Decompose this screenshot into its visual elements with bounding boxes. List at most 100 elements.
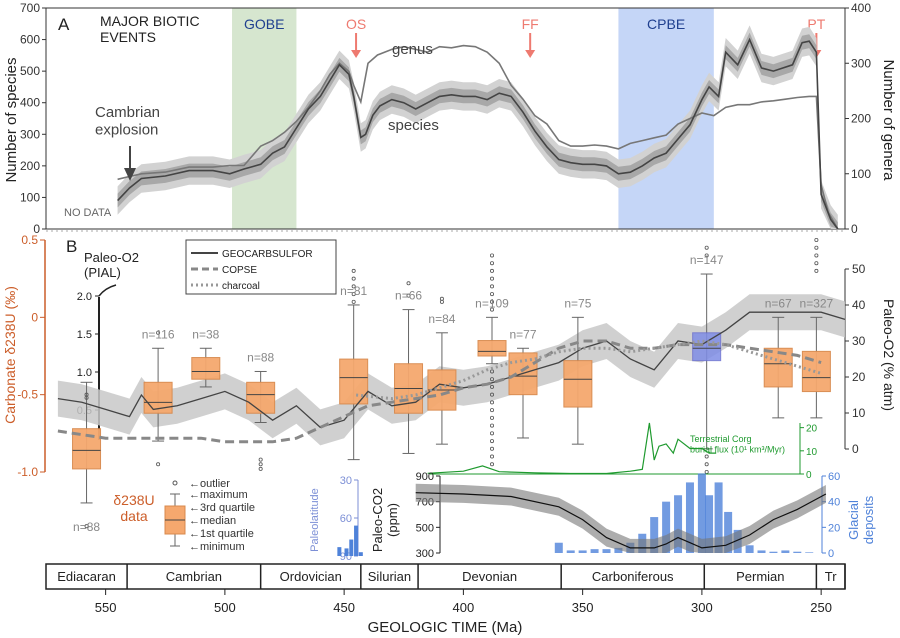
box-outlier bbox=[156, 330, 161, 335]
left-tick-label: 400 bbox=[20, 96, 40, 110]
box-n-label: n=88 bbox=[247, 350, 274, 364]
glacial-tick-label: 0 bbox=[828, 548, 834, 560]
right-axis-label: Number of genera bbox=[880, 60, 897, 182]
box-outlier bbox=[814, 261, 819, 266]
box-iqr bbox=[191, 357, 221, 380]
o2-tick-label: 50 bbox=[852, 262, 866, 276]
box-n-label: n=81 bbox=[340, 284, 367, 298]
panel-letter: A bbox=[58, 15, 70, 34]
box-outlier bbox=[156, 462, 161, 467]
paleolat-tick-label: 90 bbox=[340, 551, 352, 563]
box-outlier bbox=[814, 245, 819, 250]
box-iqr bbox=[692, 332, 722, 362]
geocarb-line bbox=[57, 311, 846, 429]
co2-line bbox=[415, 492, 827, 549]
left-axis-label: Number of species bbox=[3, 57, 20, 182]
box-outlier bbox=[704, 253, 709, 258]
box-outlier bbox=[490, 415, 495, 420]
box-outlier bbox=[490, 400, 495, 405]
period-name: Ediacaran bbox=[57, 569, 116, 584]
key-item: ←3rd quartile bbox=[189, 502, 255, 514]
box-outlier bbox=[704, 454, 709, 459]
box-outlier bbox=[351, 284, 356, 289]
box-outlier bbox=[704, 462, 709, 467]
glacial-bar bbox=[714, 482, 723, 553]
box-outlier bbox=[84, 524, 89, 529]
period-name: Permian bbox=[736, 569, 784, 584]
box-outlier bbox=[814, 268, 819, 273]
box-outlier bbox=[490, 253, 495, 258]
cambrian-label: Cambrian explosion bbox=[95, 104, 160, 138]
glacial-tick-label: 60 bbox=[828, 471, 840, 483]
key-item: ←median bbox=[189, 515, 236, 527]
left-tick-label: 300 bbox=[20, 127, 40, 141]
paleolat-tick-label: 30 bbox=[340, 475, 352, 487]
event-arrow-head bbox=[351, 50, 362, 58]
left-tick-label: 500 bbox=[20, 64, 40, 78]
event-label: CPBE bbox=[647, 16, 685, 32]
box-n-label: n=75 bbox=[564, 296, 591, 310]
box-n-label: n=109 bbox=[475, 296, 509, 310]
glacial-bar bbox=[602, 549, 611, 553]
key-title: δ238U data bbox=[113, 492, 154, 524]
left-tick-label: 100 bbox=[20, 190, 40, 204]
legend-label: GEOCARBSULFOR bbox=[222, 249, 313, 260]
paleolat-bar bbox=[354, 525, 359, 556]
glacial-bar bbox=[614, 547, 623, 553]
genus-label: genus bbox=[392, 41, 433, 58]
glacial-bar bbox=[697, 473, 706, 553]
o2-tick-label: 30 bbox=[852, 334, 866, 348]
box-outlier bbox=[406, 293, 411, 298]
right-tick-label: 0 bbox=[851, 222, 858, 236]
event-label: PT bbox=[807, 16, 825, 32]
co2-tick-label: 500 bbox=[416, 522, 434, 534]
no-data-label: NO DATA bbox=[64, 207, 112, 219]
glacial-bar bbox=[566, 550, 575, 553]
terrestrial-tick-label: 10 bbox=[806, 447, 818, 458]
paleolat-tick-label: 60 bbox=[340, 513, 352, 525]
box-outlier bbox=[490, 307, 495, 312]
left-tick-label: 700 bbox=[20, 1, 40, 15]
box-outlier bbox=[351, 299, 356, 304]
terrestrial-line bbox=[427, 422, 717, 475]
paleolat-label: Paleolatitude bbox=[309, 488, 321, 552]
box-n-label: n=67 bbox=[765, 296, 792, 310]
delta-u-tick-label: 0.5 bbox=[21, 233, 38, 247]
box-outlier bbox=[490, 462, 495, 467]
legend-label: COPSE bbox=[222, 265, 257, 276]
x-tick-label: 550 bbox=[95, 600, 117, 615]
paleolat-bar bbox=[344, 548, 349, 556]
co2-tick-label: 300 bbox=[416, 548, 434, 560]
event-label: FF bbox=[522, 16, 539, 32]
box-outlier bbox=[490, 384, 495, 389]
box-iqr bbox=[246, 381, 276, 414]
glacial-bar bbox=[554, 542, 563, 553]
box-iqr bbox=[143, 381, 173, 414]
glacial-bar bbox=[757, 550, 766, 553]
box-n-label: n=116 bbox=[142, 327, 175, 341]
heading: MAJOR BIOTIC EVENTS bbox=[100, 13, 200, 45]
o2-tick-label: 40 bbox=[852, 298, 866, 312]
period-name: Tr bbox=[825, 569, 837, 584]
o2-tick-label: 10 bbox=[852, 406, 866, 420]
box-iqr bbox=[477, 340, 507, 357]
terrestrial-label: Terrestrial Corg burial flux (10¹ km³/Myr… bbox=[690, 434, 785, 454]
o2-axis-label: Paleo-O2 (% atm) bbox=[881, 299, 897, 411]
box-outlier bbox=[490, 408, 495, 413]
x-tick-label: 300 bbox=[691, 600, 713, 615]
box-outlier bbox=[351, 276, 356, 281]
paleolat-bar bbox=[358, 552, 363, 556]
copse-line bbox=[57, 339, 822, 444]
glacial-bar bbox=[769, 551, 778, 553]
glacial-bar bbox=[745, 545, 754, 553]
glacial-label: Glacialdeposits bbox=[846, 495, 876, 544]
event-label: GOBE bbox=[244, 16, 284, 32]
species-label: species bbox=[388, 117, 439, 134]
x-tick-label: 400 bbox=[453, 600, 475, 615]
pial-label: Paleo-O2 (PIAL) bbox=[84, 250, 139, 280]
legend-label: charcoal bbox=[222, 281, 260, 292]
box-outlier bbox=[490, 454, 495, 459]
co2-tick-label: 900 bbox=[416, 471, 434, 483]
period-name: Ordovician bbox=[280, 569, 342, 584]
